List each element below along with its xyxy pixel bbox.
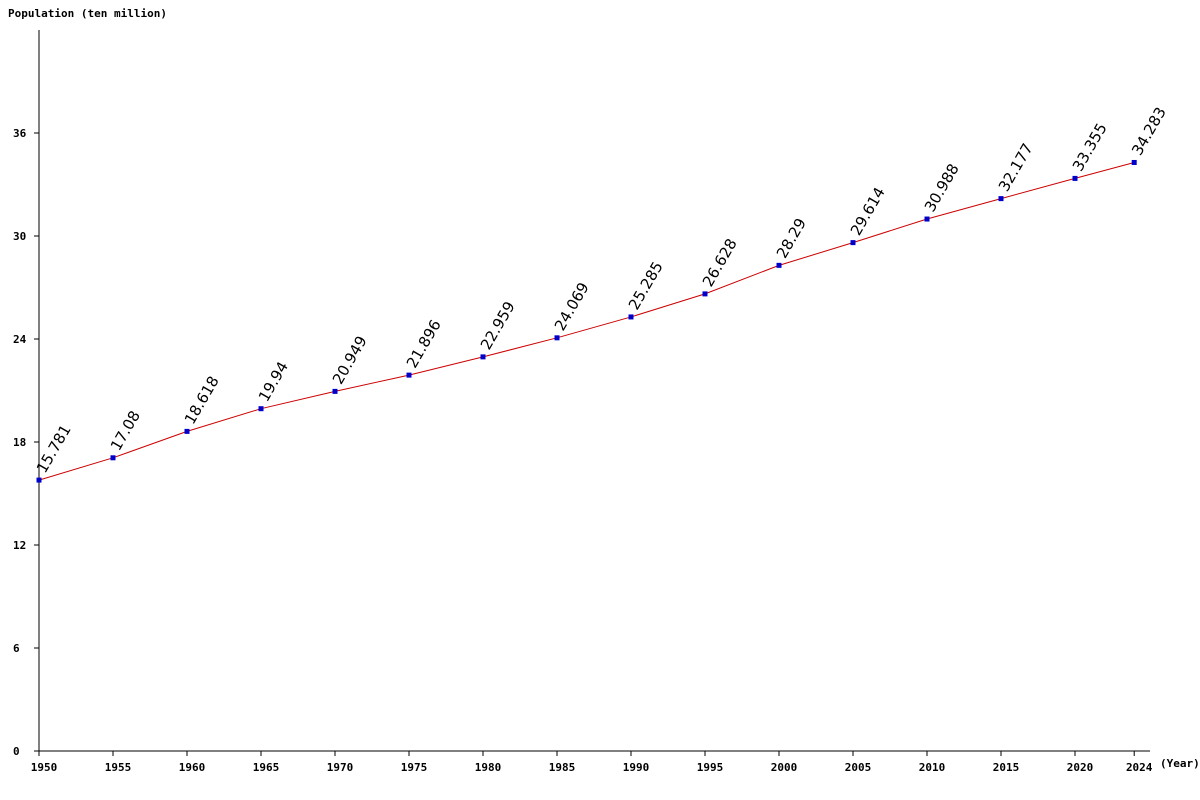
- value-label: 24.069: [551, 279, 593, 333]
- point: [406, 372, 412, 378]
- value-label: 25.285: [625, 258, 667, 312]
- x-tick-label: 2020: [1067, 761, 1094, 774]
- x-tick-label: 1985: [549, 761, 576, 774]
- y-tick-label: 6: [13, 642, 20, 655]
- value-label: 28.29: [773, 215, 810, 261]
- point: [776, 262, 782, 268]
- point: [924, 216, 930, 222]
- point: [998, 196, 1004, 202]
- x-tick-label: 1980: [475, 761, 502, 774]
- x-tick-label: 2005: [845, 761, 872, 774]
- value-label: 18.618: [181, 373, 223, 427]
- y-tick-label: 30: [13, 230, 26, 243]
- value-label: 32.177: [995, 140, 1037, 194]
- point: [1072, 175, 1078, 181]
- y-tick-label: 0: [13, 745, 20, 758]
- x-tick-label: 1970: [327, 761, 354, 774]
- x-tick-label: 2024: [1126, 761, 1153, 774]
- x-tick-label: 1950: [31, 761, 58, 774]
- point: [628, 314, 634, 320]
- x-tick-label: 1960: [179, 761, 206, 774]
- point: [36, 477, 42, 483]
- x-tick-label: 2015: [993, 761, 1020, 774]
- value-label: 33.355: [1069, 120, 1111, 174]
- point: [184, 428, 190, 434]
- value-label: 21.896: [403, 317, 445, 371]
- series-line: [38, 161, 1135, 481]
- x-tick-label: 1955: [105, 761, 132, 774]
- y-tick-label: 24: [13, 333, 27, 346]
- x-axis-label: (Year): [1160, 757, 1200, 770]
- value-label: 26.628: [699, 235, 741, 289]
- value-label: 19.94: [255, 358, 292, 404]
- value-label: 30.988: [921, 161, 963, 215]
- y-axis-label: Population (ten million): [8, 7, 167, 20]
- value-label: 29.614: [847, 184, 889, 238]
- point: [110, 455, 116, 461]
- point: [480, 354, 486, 360]
- x-tick-label: 1990: [623, 761, 650, 774]
- point: [1131, 159, 1137, 165]
- x-tick-label: 2000: [771, 761, 798, 774]
- x-tick-label: 1965: [253, 761, 280, 774]
- y-tick-label: 36: [13, 127, 27, 140]
- y-tick-label: 12: [13, 539, 26, 552]
- x-tick-label: 1995: [697, 761, 724, 774]
- point: [258, 406, 264, 412]
- value-label: 17.08: [107, 408, 144, 454]
- point: [850, 240, 856, 246]
- x-tick-label: 1975: [401, 761, 428, 774]
- point: [332, 388, 338, 394]
- point: [554, 335, 560, 341]
- value-label: 20.949: [329, 333, 371, 387]
- x-tick-label: 2010: [919, 761, 946, 774]
- y-tick-label: 18: [13, 436, 26, 449]
- value-label: 22.959: [477, 298, 519, 352]
- point: [702, 291, 708, 297]
- value-label: 34.283: [1128, 104, 1170, 158]
